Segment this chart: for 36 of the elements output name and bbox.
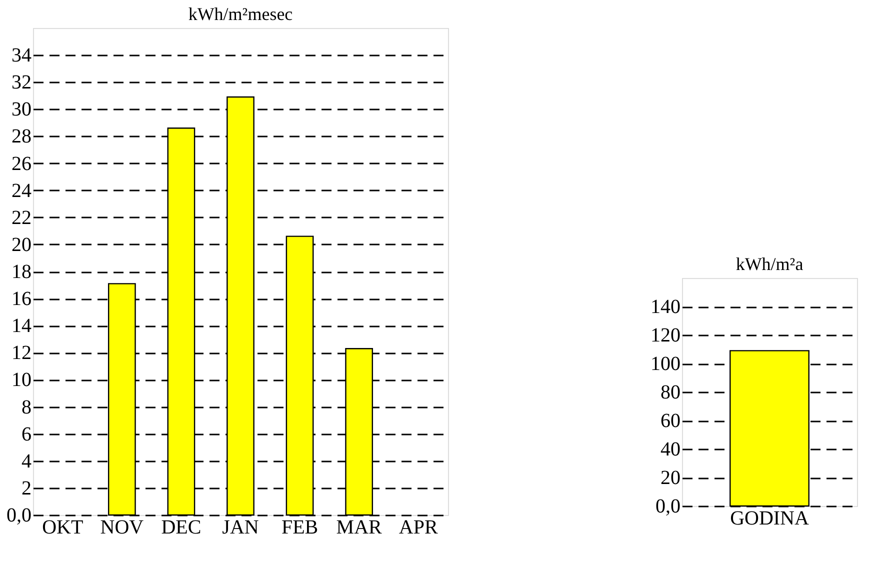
y-tick-label: 12 [12, 342, 32, 364]
y-tick-label: 4 [22, 450, 32, 472]
y-tick-label: 20 [660, 467, 680, 489]
x-tick-label: MAR [336, 516, 383, 538]
y-tick-label: 18 [12, 261, 32, 283]
y-tick-label: 32 [12, 72, 32, 94]
y-tick-label: 2 [22, 477, 32, 500]
y-tick-label: 16 [12, 288, 32, 310]
y-tick-label: 100 [650, 353, 680, 375]
y-tick-label: 80 [660, 382, 680, 404]
y-tick-label: 26 [12, 152, 32, 175]
y-tick-label: 8 [22, 396, 32, 418]
chart-title: kWh/m²a [736, 254, 804, 274]
y-tick-label: 20 [12, 234, 32, 256]
y-tick-label: 30 [12, 98, 32, 121]
x-tick-label: GODINA [730, 508, 810, 530]
y-tick-label: 120 [650, 324, 680, 346]
x-tick-label: DEC [161, 516, 202, 538]
y-tick-label: 6 [22, 423, 32, 446]
x-tick-label: FEB [281, 516, 318, 538]
y-tick-label: 40 [660, 438, 680, 460]
y-tick-label: 10 [12, 369, 32, 392]
x-tick-label: JAN [222, 516, 259, 538]
y-tick-label: 60 [660, 410, 680, 432]
y-tick-label: 22 [12, 206, 32, 229]
chart-title: kWh/m²mesec [188, 4, 293, 24]
y-tick-label: 0,0 [6, 504, 32, 526]
y-tick-label: 14 [12, 315, 32, 338]
y-tick-label: 28 [12, 126, 32, 148]
y-tick-label: 24 [12, 180, 32, 202]
x-tick-label: OKT [42, 516, 84, 538]
x-tick-label: NOV [100, 516, 144, 538]
x-tick-label: APR [398, 516, 438, 538]
y-tick-label: 140 [650, 296, 680, 318]
y-tick-label: 34 [12, 44, 32, 67]
y-tick-label: 0,0 [656, 496, 680, 518]
